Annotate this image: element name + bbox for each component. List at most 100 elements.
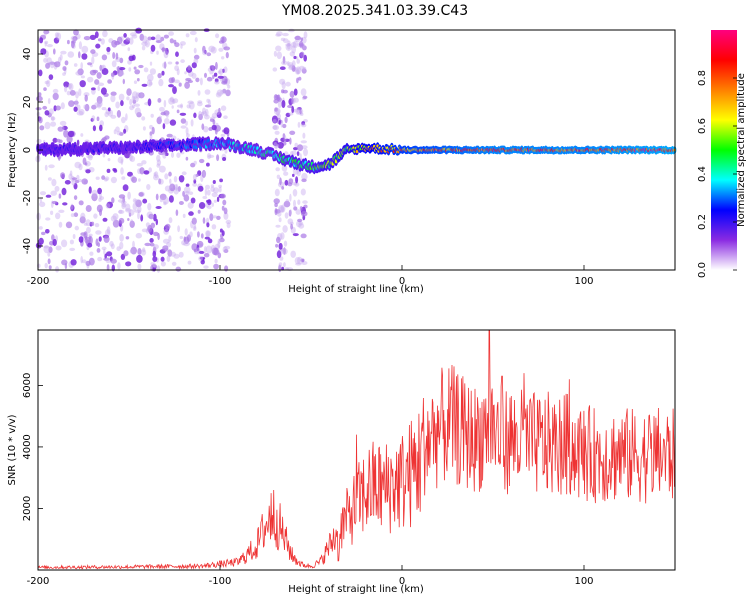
noise-blob — [193, 179, 197, 184]
noise-blob — [54, 185, 60, 192]
noise-blob — [199, 158, 205, 164]
noise-blob — [102, 152, 106, 158]
noise-blob — [285, 112, 291, 118]
snr-panel: -200 -100 0 100 2000 4000 6000 Height of stra… — [7, 329, 676, 595]
noise-blob — [209, 65, 214, 69]
noise-blob — [197, 90, 201, 96]
noise-blob — [107, 107, 111, 112]
noise-blob — [187, 80, 193, 83]
noise-blob — [110, 94, 116, 103]
noise-blob — [69, 247, 76, 251]
noise-blob — [155, 206, 162, 209]
noise-blob — [142, 126, 146, 131]
noise-blob — [167, 249, 173, 257]
noise-blob — [195, 77, 200, 83]
noise-blob — [113, 169, 118, 173]
noise-blob — [117, 156, 124, 164]
noise-blob — [48, 265, 52, 270]
colorbar-tick-label: 0.2 — [697, 214, 708, 230]
noise-blob — [220, 193, 226, 199]
noise-blob — [153, 262, 156, 269]
spectrogram-y-ticks: -40 -20 0 20 40 — [22, 48, 43, 254]
noise-blob — [276, 174, 281, 179]
noise-blob — [201, 123, 205, 130]
noise-blob — [160, 36, 165, 42]
noise-blob — [131, 95, 136, 102]
noise-blob — [219, 237, 225, 243]
noise-blob — [36, 212, 41, 221]
noise-blob — [128, 209, 135, 216]
noise-blob — [39, 201, 46, 208]
noise-blob — [69, 90, 76, 96]
noise-blob — [73, 212, 79, 217]
noise-blob — [147, 202, 152, 211]
noise-blob — [36, 139, 42, 144]
noise-blob — [293, 88, 298, 96]
noise-blob — [187, 65, 191, 71]
noise-blob — [169, 38, 174, 44]
noise-blob — [89, 34, 97, 41]
noise-blob — [276, 51, 282, 60]
noise-blob — [120, 158, 124, 165]
noise-blob — [42, 105, 48, 110]
noise-blob — [291, 97, 294, 105]
noise-blob — [296, 67, 300, 75]
noise-blob — [43, 57, 48, 63]
noise-blob — [143, 67, 149, 73]
noise-blob — [279, 177, 282, 186]
noise-blob — [210, 186, 215, 192]
noise-blob — [158, 150, 166, 156]
snr-x-label: Height of straight line (km) — [288, 584, 424, 595]
noise-blob — [94, 223, 100, 228]
noise-blob — [173, 253, 180, 259]
noise-blob — [43, 245, 50, 254]
noise-blob — [207, 238, 213, 244]
noise-blob — [110, 114, 117, 119]
noise-blob — [275, 243, 279, 248]
noise-blob — [277, 141, 284, 149]
noise-blob — [55, 105, 61, 111]
noise-blob — [162, 196, 169, 205]
noise-blob — [61, 239, 68, 248]
noise-blob — [149, 131, 153, 136]
noise-blob — [120, 200, 127, 205]
noise-blob — [215, 92, 222, 98]
noise-blob — [205, 245, 213, 254]
noise-blob — [129, 220, 135, 228]
noise-blob — [298, 221, 304, 226]
noise-blob — [131, 34, 138, 39]
noise-blob — [48, 246, 53, 253]
noise-blob — [120, 100, 124, 107]
noise-blob — [216, 111, 222, 119]
noise-blob — [138, 64, 144, 69]
noise-blob — [89, 236, 93, 245]
noise-blob — [191, 72, 197, 79]
noise-blob — [103, 257, 110, 261]
noise-blob — [283, 200, 291, 208]
noise-blob — [185, 183, 190, 187]
noise-blob — [96, 72, 102, 79]
noise-blob — [80, 75, 85, 79]
noise-blob — [207, 67, 211, 72]
y-tick-label: 4000 — [22, 434, 33, 459]
x-tick-label: 100 — [574, 276, 593, 287]
noise-blob — [142, 247, 146, 253]
noise-blob — [282, 38, 289, 44]
noise-blob — [58, 209, 65, 213]
noise-blob — [87, 154, 93, 161]
noise-blob — [49, 61, 56, 65]
noise-blob — [164, 173, 169, 180]
noise-blob — [141, 83, 148, 87]
noise-blob — [104, 229, 111, 237]
noise-blob — [140, 214, 144, 222]
noise-blob — [52, 92, 59, 101]
noise-blob — [62, 72, 66, 76]
noise-blob — [129, 37, 134, 45]
noise-blob — [80, 256, 83, 264]
noise-blob — [279, 78, 286, 85]
noise-blob — [188, 191, 194, 195]
noise-blob — [217, 70, 222, 74]
noise-blob — [74, 179, 80, 184]
noise-blob — [193, 160, 197, 165]
noise-blob — [174, 42, 180, 48]
